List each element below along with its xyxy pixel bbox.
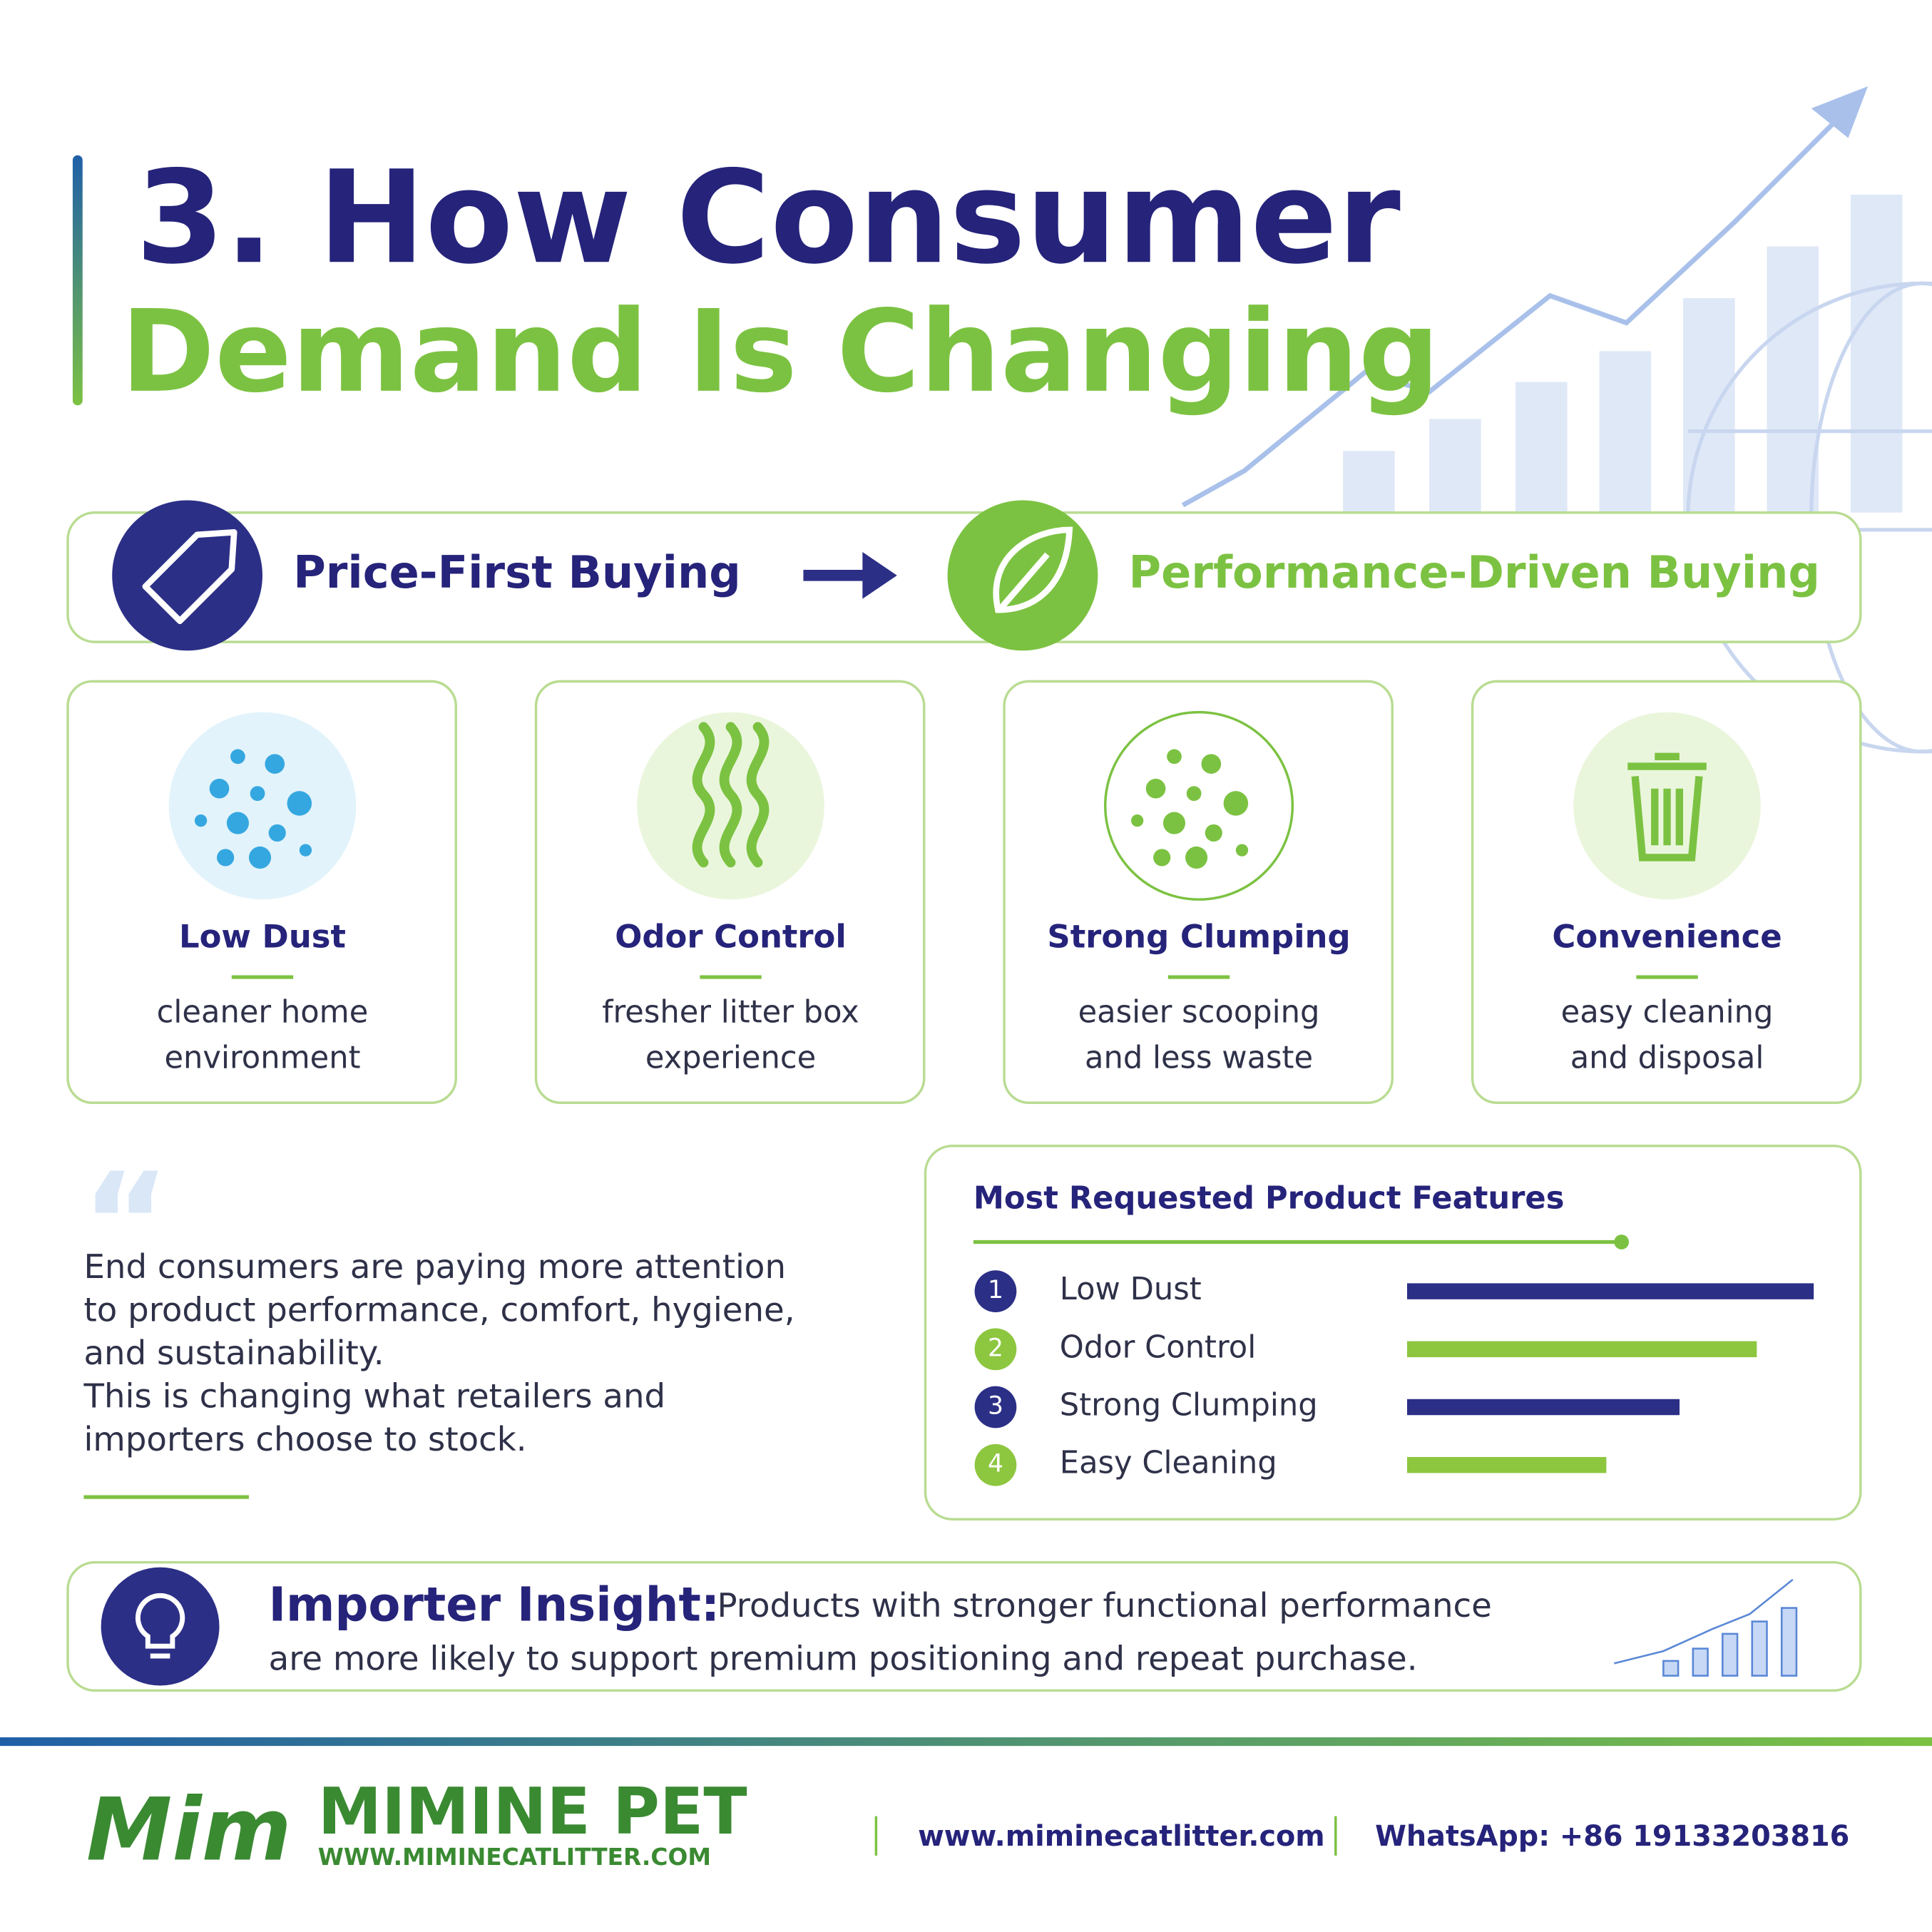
quote-mark: “ xyxy=(81,1144,170,1302)
icon-dot xyxy=(1223,791,1249,816)
whatsapp: WhatsApp: +86 19133203816 xyxy=(1375,1820,1849,1853)
title: Demand Is Changing xyxy=(121,286,1439,418)
icon-dot xyxy=(209,778,230,799)
title: 3. How Consumer xyxy=(136,143,1401,292)
icon-dot xyxy=(299,844,312,857)
insight-text: are more likely to support premium posit… xyxy=(269,1639,1418,1677)
bar xyxy=(1407,1399,1680,1416)
rank-number: 2 xyxy=(988,1334,1003,1362)
card-title: Convenience xyxy=(1552,917,1782,955)
icon-dot xyxy=(1153,849,1171,867)
category-label: Odor Control xyxy=(1060,1329,1256,1365)
icon-dot xyxy=(1145,778,1166,799)
card-text: and less waste xyxy=(1085,1040,1313,1075)
bulb-icon xyxy=(101,1567,220,1686)
icon-dot xyxy=(268,824,286,842)
leaf-icon xyxy=(947,500,1098,651)
icon-dot xyxy=(1235,844,1249,857)
category-label: Low Dust xyxy=(1060,1272,1202,1307)
category-label: Strong Clumping xyxy=(1060,1388,1318,1424)
icon-dot xyxy=(226,812,249,834)
features-title: Most Requested Product Features xyxy=(973,1180,1565,1216)
rank-number: 1 xyxy=(988,1276,1003,1304)
quote-text: to product performance, comfort, hygiene… xyxy=(83,1290,794,1329)
rank-badge xyxy=(974,1328,1017,1371)
card-icon xyxy=(168,712,357,900)
card-icon xyxy=(1104,710,1294,901)
icon-steam xyxy=(719,722,742,868)
brand-url: WWW.MIMINECATLITTER.COM xyxy=(318,1844,711,1871)
card-text: experience xyxy=(645,1040,816,1075)
icon-steam xyxy=(692,722,715,868)
icon-dot xyxy=(230,749,245,765)
icon-dot xyxy=(1186,786,1202,801)
quote-text: importers choose to stock. xyxy=(83,1420,526,1458)
quote-text: This is changing what retailers and xyxy=(83,1376,665,1415)
category-label: Easy Cleaning xyxy=(1060,1446,1277,1481)
logo-mark: Mim xyxy=(86,1779,292,1880)
card-icon xyxy=(637,712,824,900)
card-text: cleaner home xyxy=(157,994,369,1030)
card-title: Strong Clumping xyxy=(1047,917,1350,955)
icon-dot xyxy=(1162,812,1186,834)
quote-text: End consumers are paying more attention xyxy=(83,1247,786,1286)
tag-icon xyxy=(112,500,262,651)
card-title: Low Dust xyxy=(179,917,346,955)
insight-decoration xyxy=(1613,1578,1798,1677)
icon-dot xyxy=(1201,754,1222,774)
icon-dot xyxy=(250,786,265,801)
title-accent xyxy=(72,155,83,406)
icon-steam xyxy=(746,722,770,868)
icon-dot xyxy=(1205,824,1222,842)
card-text: and disposal xyxy=(1570,1040,1764,1075)
icon-dot xyxy=(1167,749,1182,765)
website: www.miminecatlitter.com xyxy=(918,1820,1325,1853)
bar xyxy=(1407,1456,1607,1473)
icon-dot xyxy=(248,846,272,869)
bar xyxy=(1407,1341,1757,1358)
card-text: fresher litter box xyxy=(602,994,859,1030)
icon-dot xyxy=(287,791,312,816)
icon-dot xyxy=(1131,814,1144,827)
rank-number: 3 xyxy=(988,1392,1003,1421)
brand-name: MIMINE PET xyxy=(318,1775,747,1849)
quote-text: and sustainability. xyxy=(83,1334,384,1372)
insight-label: Importer Insight: xyxy=(269,1578,720,1632)
insight-text: Products with stronger functional perfor… xyxy=(717,1586,1492,1625)
insight-box xyxy=(66,1560,1862,1692)
icon-dot xyxy=(265,754,285,774)
rank-badge xyxy=(974,1386,1017,1428)
rank-badge xyxy=(974,1443,1017,1486)
bar xyxy=(1407,1283,1814,1299)
shift-from: Price-First Buying xyxy=(293,546,741,598)
card-text: easier scooping xyxy=(1078,994,1320,1030)
icon-dot xyxy=(194,814,208,827)
rank-number: 4 xyxy=(988,1450,1003,1478)
shift-to: Performance-Driven Buying xyxy=(1129,546,1820,598)
rank-badge xyxy=(974,1270,1017,1312)
icon-bin xyxy=(1627,752,1707,862)
icon-dot xyxy=(217,849,235,867)
icon-dot xyxy=(1185,846,1208,869)
card-text: environment xyxy=(164,1040,360,1075)
card-text: easy cleaning xyxy=(1561,994,1774,1030)
card-title: Odor Control xyxy=(615,917,847,955)
